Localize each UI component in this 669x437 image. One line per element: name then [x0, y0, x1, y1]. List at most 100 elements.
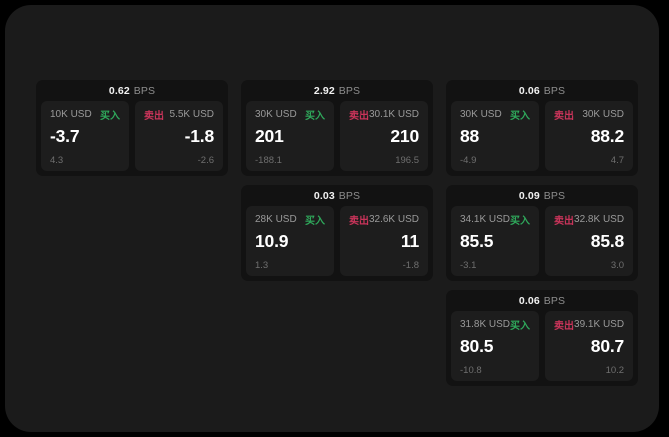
sell-price-value: 85.8	[590, 231, 625, 251]
sell-panel[interactable]: 卖出 30K USD 88.2 4.7	[545, 101, 633, 171]
buy-price-value: -3.7	[50, 126, 80, 146]
sell-side-label: 卖出	[144, 111, 164, 122]
buy-panel-header: 34.1K USD 买入	[460, 213, 531, 227]
card-body: 30K USD 买入 88 -4.9 卖出 30K USD 88.2 4.7	[451, 101, 633, 171]
buy-side-label: 买入	[304, 216, 325, 227]
sell-panel[interactable]: 卖出 32.8K USD 85.8 3.0	[545, 206, 634, 276]
spread-card[interactable]: 2.92 BPS 30K USD 买入 201 -188.1 卖出 30.1K USD 210 1…	[241, 80, 433, 176]
sell-delta-value: 196.5	[395, 154, 419, 166]
buy-price-value: 80.5	[460, 336, 494, 356]
sell-delta-value: 10.2	[605, 364, 625, 376]
buy-panel-header: 31.8K USD 买入	[460, 318, 531, 332]
buy-size-label: 30K USD	[255, 109, 297, 120]
sell-size-label: 5.5K USD	[169, 109, 214, 120]
bps-unit-label: BPS	[338, 189, 361, 202]
sell-size-label: 39.1K USD	[574, 319, 625, 330]
sell-side-label: 卖出	[348, 216, 369, 227]
sell-side-label: 卖出	[348, 111, 369, 122]
sell-panel-header: 卖出 5.5K USD	[144, 108, 214, 122]
buy-panel[interactable]: 30K USD 买入 88 -4.9	[451, 101, 539, 171]
buy-size-label: 34.1K USD	[460, 214, 511, 225]
sell-panel-header: 卖出 32.8K USD	[554, 213, 625, 227]
card-body: 30K USD 买入 201 -188.1 卖出 30.1K USD 210 196.5	[246, 101, 428, 171]
card-header: 0.03 BPS	[241, 185, 433, 206]
card-header: 0.06 BPS	[446, 80, 638, 101]
sell-side-label: 卖出	[554, 216, 575, 227]
sell-price-value: 88.2	[590, 126, 624, 146]
sell-panel-header: 卖出 30.1K USD	[348, 108, 419, 122]
buy-price-value: 201	[255, 126, 284, 146]
buy-side-label: 买入	[510, 216, 531, 227]
card-header: 0.62 BPS	[36, 80, 228, 101]
spread-card[interactable]: 0.06 BPS 30K USD 买入 88 -4.9 卖出 30K USD 88.2 4.7	[446, 80, 638, 176]
sell-panel-header: 卖出 30K USD	[554, 108, 624, 122]
card-body: 31.8K USD 买入 80.5 -10.8 卖出 39.1K USD 80.7 10.2	[451, 311, 634, 381]
bps-unit-label: BPS	[543, 294, 566, 307]
buy-panel[interactable]: 30K USD 买入 201 -188.1	[246, 101, 334, 171]
sell-side-label: 卖出	[554, 321, 575, 332]
buy-delta-value: -10.8	[460, 364, 482, 376]
buy-panel-header: 30K USD 买入	[460, 108, 530, 122]
buy-size-label: 31.8K USD	[460, 319, 511, 330]
bps-value: 0.09	[518, 189, 540, 202]
sell-delta-value: -1.8	[402, 259, 419, 271]
sell-panel[interactable]: 卖出 30.1K USD 210 196.5	[339, 101, 428, 171]
buy-side-label: 买入	[304, 111, 325, 122]
bps-value: 0.62	[108, 84, 130, 97]
buy-size-label: 10K USD	[50, 109, 92, 120]
buy-side-label: 买入	[510, 111, 530, 122]
card-body: 10K USD 买入 -3.7 4.3 卖出 5.5K USD -1.8 -2.6	[41, 101, 223, 171]
buy-panel-header: 10K USD 买入	[50, 108, 120, 122]
spread-card[interactable]: 0.03 BPS 28K USD 买入 10.9 1.3 卖出 32.6K USD 11 -1.8	[241, 185, 433, 281]
buy-panel-header: 28K USD 买入	[255, 213, 325, 227]
buy-panel[interactable]: 28K USD 买入 10.9 1.3	[246, 206, 334, 276]
buy-price-value: 88	[460, 126, 480, 146]
buy-price-value: 85.5	[460, 231, 494, 251]
sell-delta-value: 4.7	[610, 154, 624, 166]
card-header: 0.09 BPS	[446, 185, 638, 206]
sell-delta-value: -2.6	[197, 154, 214, 166]
spread-card[interactable]: 0.09 BPS 34.1K USD 买入 85.5 -3.1 卖出 32.8K USD 85.…	[446, 185, 638, 281]
buy-size-label: 28K USD	[255, 214, 297, 225]
buy-panel[interactable]: 31.8K USD 买入 80.5 -10.8	[451, 311, 540, 381]
sell-size-label: 32.8K USD	[574, 214, 625, 225]
sell-panel[interactable]: 卖出 5.5K USD -1.8 -2.6	[135, 101, 223, 171]
sell-side-label: 卖出	[554, 111, 574, 122]
sell-delta-value: 3.0	[610, 259, 625, 271]
buy-delta-value: 1.3	[255, 259, 269, 271]
sell-panel-header: 卖出 32.6K USD	[348, 213, 419, 227]
sell-price-value: 11	[400, 231, 419, 251]
buy-side-label: 买入	[510, 321, 531, 332]
bps-unit-label: BPS	[133, 84, 156, 97]
buy-panel[interactable]: 34.1K USD 买入 85.5 -3.1	[451, 206, 540, 276]
buy-panel[interactable]: 10K USD 买入 -3.7 4.3	[41, 101, 129, 171]
buy-delta-value: -188.1	[255, 154, 282, 166]
spread-card[interactable]: 0.06 BPS 31.8K USD 买入 80.5 -10.8 卖出 39.1K USD 80…	[446, 290, 638, 386]
card-body: 28K USD 买入 10.9 1.3 卖出 32.6K USD 11 -1.8	[246, 206, 428, 276]
sell-price-value: 80.7	[590, 336, 625, 356]
sell-panel[interactable]: 卖出 39.1K USD 80.7 10.2	[545, 311, 634, 381]
buy-delta-value: -3.1	[460, 259, 477, 271]
bps-unit-label: BPS	[338, 84, 361, 97]
bps-unit-label: BPS	[543, 189, 566, 202]
bps-value: 0.03	[313, 189, 335, 202]
spread-card-board: 0.62 BPS 10K USD 买入 -3.7 4.3 卖出 5.5K USD -1.8 -2.…	[5, 5, 659, 432]
card-header: 2.92 BPS	[241, 80, 433, 101]
sell-size-label: 30.1K USD	[368, 109, 419, 120]
card-body: 34.1K USD 买入 85.5 -3.1 卖出 32.8K USD 85.8 3.0	[451, 206, 634, 276]
buy-delta-value: 4.3	[50, 154, 64, 166]
buy-delta-value: -4.9	[460, 154, 477, 166]
buy-size-label: 30K USD	[460, 109, 502, 120]
sell-size-label: 30K USD	[582, 109, 624, 120]
buy-panel-header: 30K USD 买入	[255, 108, 325, 122]
page-background: 0.62 BPS 10K USD 买入 -3.7 4.3 卖出 5.5K USD -1.8 -2.…	[5, 5, 659, 432]
sell-panel-header: 卖出 39.1K USD	[554, 318, 625, 332]
bps-value: 0.06	[518, 84, 540, 97]
sell-panel[interactable]: 卖出 32.6K USD 11 -1.8	[339, 206, 428, 276]
buy-price-value: 10.9	[255, 231, 289, 251]
sell-price-value: 210	[390, 126, 419, 146]
sell-size-label: 32.6K USD	[368, 214, 419, 225]
buy-side-label: 买入	[100, 111, 120, 122]
card-header: 0.06 BPS	[446, 290, 638, 311]
spread-card[interactable]: 0.62 BPS 10K USD 买入 -3.7 4.3 卖出 5.5K USD -1.8 -2.…	[36, 80, 228, 176]
